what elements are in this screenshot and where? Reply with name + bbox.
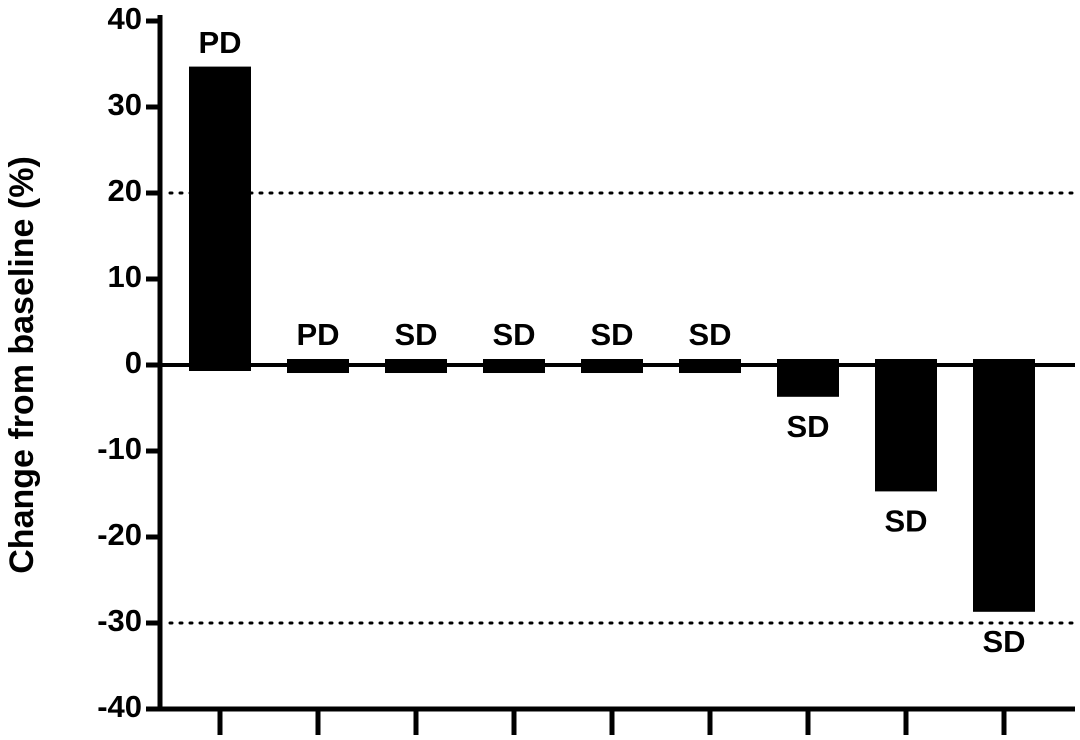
y-tick-label: -40 xyxy=(97,689,142,724)
y-tick-label: 0 xyxy=(125,345,142,380)
bar-annotation: SD xyxy=(786,409,829,444)
bar xyxy=(189,66,251,371)
bar-annotation: PD xyxy=(198,25,241,60)
bar-annotation: SD xyxy=(884,504,927,539)
y-tick-label: -20 xyxy=(97,517,142,552)
bar-annotation: SD xyxy=(492,317,535,352)
y-tick-label: 30 xyxy=(108,87,142,122)
y-tick-label: 20 xyxy=(108,173,142,208)
y-tick-label: 10 xyxy=(108,259,142,294)
bar-annotation: SD xyxy=(982,624,1025,659)
y-tick-label: -30 xyxy=(97,603,142,638)
bar-annotation: SD xyxy=(394,317,437,352)
bar-annotation: SD xyxy=(590,317,633,352)
y-tick-label: 40 xyxy=(108,1,142,36)
bar xyxy=(875,359,937,492)
y-tick-label: -10 xyxy=(97,431,142,466)
bar xyxy=(973,359,1035,612)
bar xyxy=(777,359,839,397)
y-axis-title: Change from baseline (%) xyxy=(3,156,41,574)
bar-annotation: SD xyxy=(688,317,731,352)
bar-annotation: PD xyxy=(296,317,339,352)
